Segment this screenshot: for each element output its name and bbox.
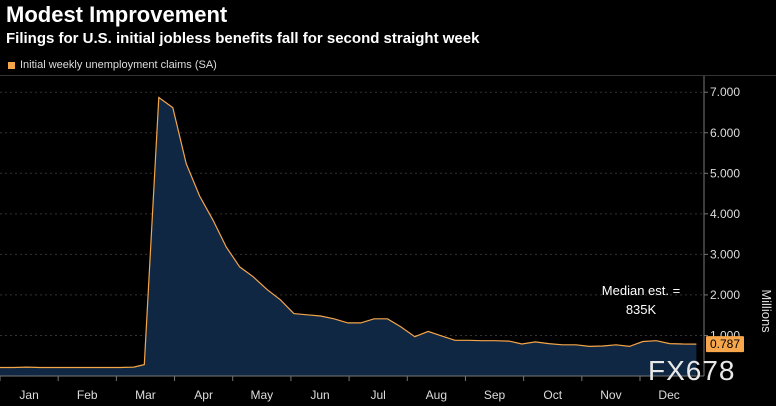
- chart-title: Modest Improvement: [6, 2, 228, 27]
- chart-subtitle: Filings for U.S. initial jobless benefit…: [6, 30, 480, 47]
- x-tick-label: May: [250, 388, 273, 402]
- x-tick-labels: Jan Feb Mar Apr May Jun Jul Aug Sep Oct Nov Dec: [0, 376, 680, 402]
- last-value-badge: 0.787: [706, 336, 744, 353]
- x-tick-label: Aug: [426, 388, 447, 402]
- x-tick-label: Mar: [135, 388, 156, 402]
- x-tick-label: Jan: [19, 388, 38, 402]
- header-divider: [0, 75, 776, 76]
- x-tick-label: Apr: [194, 388, 213, 402]
- x-tick-label: Jul: [371, 388, 386, 402]
- series-line: [0, 96, 697, 369]
- x-tick-label: Jun: [310, 388, 329, 402]
- legend: Initial weekly unemployment claims (SA): [8, 59, 217, 71]
- last-value-label: 0.787: [710, 337, 740, 351]
- y-tick-label: 5.000: [710, 166, 740, 180]
- x-tick-label: Feb: [77, 388, 98, 402]
- x-tick-label: Oct: [543, 388, 562, 402]
- y-axis-label: Millions: [759, 289, 774, 333]
- x-tick-label: Nov: [600, 388, 621, 402]
- grid-layer: [0, 91, 704, 336]
- axis-layer: [0, 76, 705, 377]
- legend-label: Initial weekly unemployment claims (SA): [20, 59, 217, 71]
- last-value-box: [706, 336, 744, 353]
- legend-swatch: [8, 61, 15, 69]
- y-tick-label: 6.000: [710, 126, 740, 140]
- y-tick-label: 3.000: [710, 247, 740, 261]
- y-tick-label: 2.000: [710, 288, 740, 302]
- annotation-median-line1: Median est. =: [602, 283, 680, 298]
- watermark-text: FX678: [648, 355, 736, 386]
- annotation-median-line2: 835K: [626, 302, 657, 317]
- y-tick-label: 4.000: [710, 207, 740, 221]
- y-tick-label: 7.000: [710, 85, 740, 99]
- series-area: [0, 97, 697, 376]
- x-tick-label: Sep: [484, 388, 506, 402]
- x-tick-label: Dec: [658, 388, 679, 402]
